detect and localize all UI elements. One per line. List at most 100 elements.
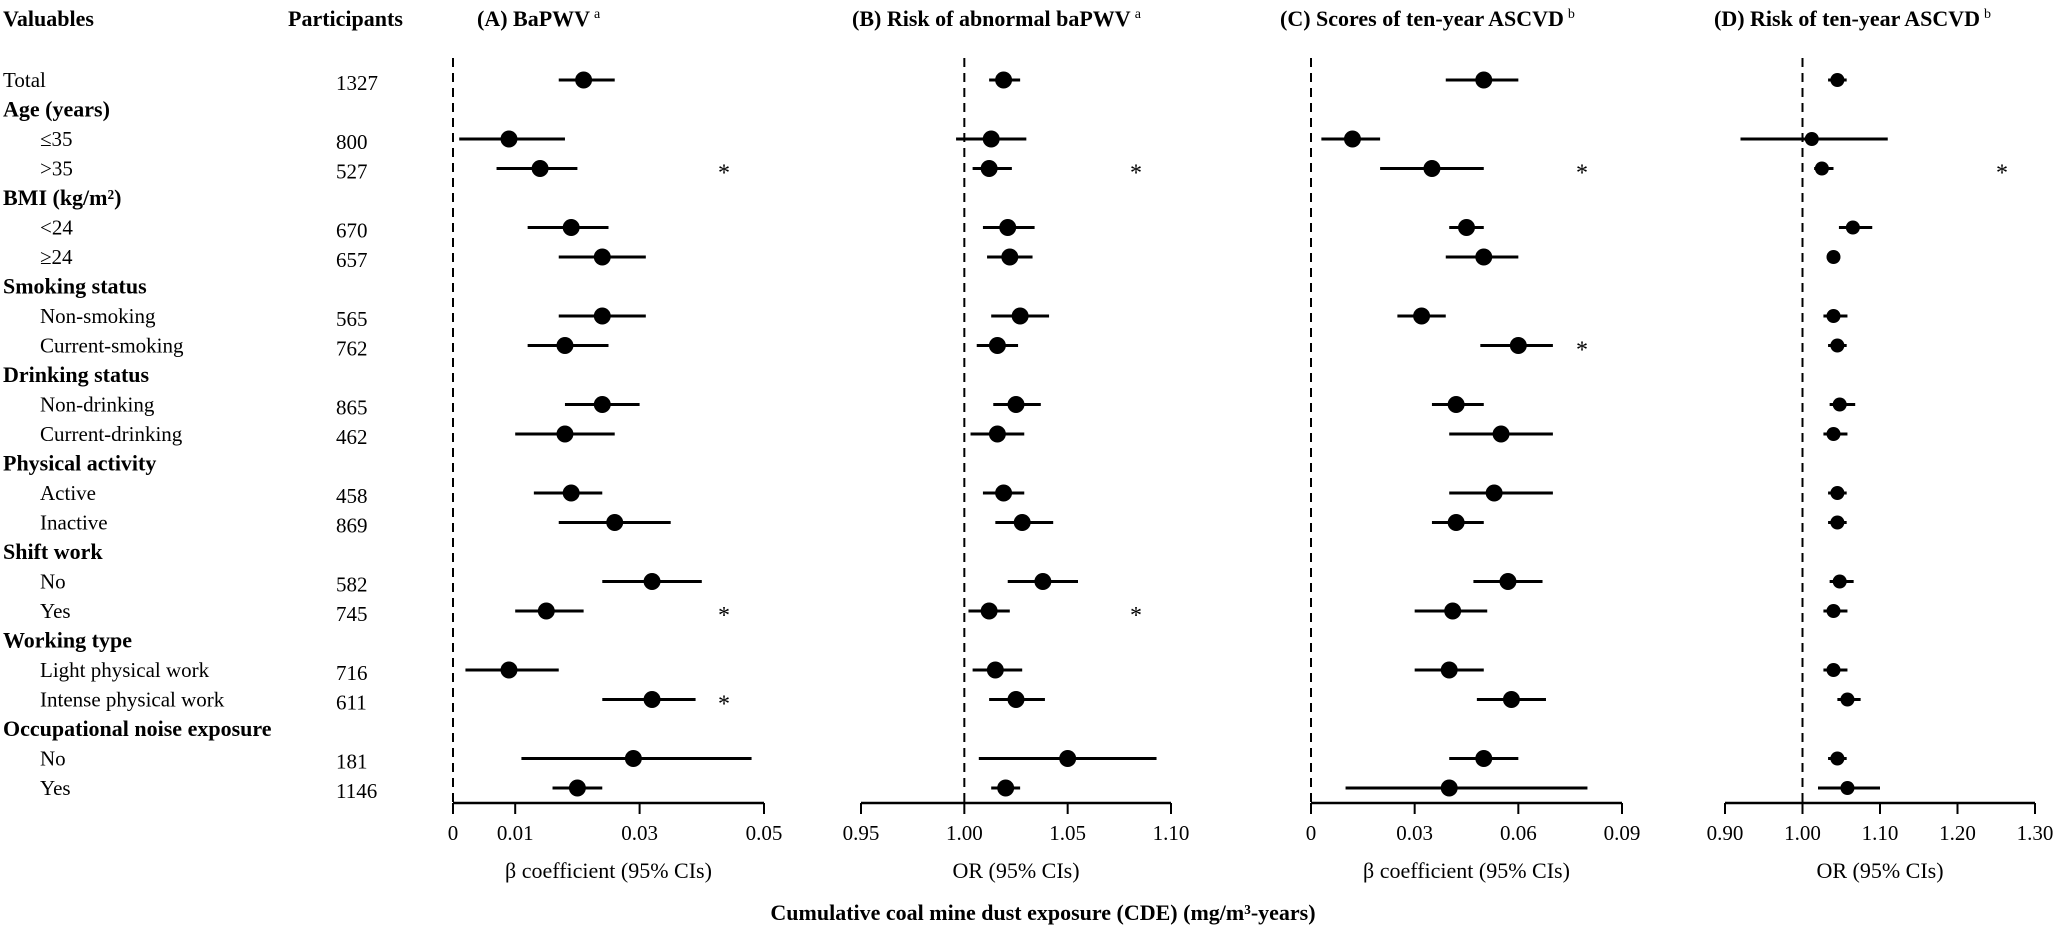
estimate-point <box>995 71 1013 89</box>
estimate-point <box>593 307 611 325</box>
estimate-point <box>1840 781 1855 795</box>
row-participants: 1327 <box>336 71 378 95</box>
x-tick-label: 0 <box>1306 821 1317 845</box>
estimate-point <box>1832 397 1847 412</box>
row-participants: 716 <box>336 661 368 685</box>
estimate-point <box>1814 161 1829 176</box>
row-participants: 527 <box>336 160 368 184</box>
estimate-point <box>1475 248 1493 266</box>
row-participants: 565 <box>336 307 368 331</box>
estimate-point <box>1007 691 1025 708</box>
estimate-point <box>988 425 1006 443</box>
x-tick-label: 1.05 <box>1049 821 1086 845</box>
x-tick-label: 1.30 <box>2017 821 2054 845</box>
panel-title-superscript: b <box>1984 7 1991 22</box>
x-tick-label: 0.09 <box>1604 821 1641 845</box>
row-label: Intense physical work <box>40 688 225 712</box>
x-tick-label: 1.00 <box>1784 821 1821 845</box>
row-label: ≤35 <box>40 127 73 151</box>
row-participants: 1146 <box>336 779 377 803</box>
estimate-point <box>986 661 1004 679</box>
row-label: Total <box>3 68 46 92</box>
x-tick-label: 1.10 <box>1862 821 1899 845</box>
row-participants: 800 <box>336 130 368 154</box>
estimate-point <box>1413 307 1431 325</box>
estimate-point <box>556 337 574 354</box>
estimate-point <box>643 691 661 708</box>
estimate-point <box>537 602 555 620</box>
estimate-point <box>1447 514 1465 531</box>
estimate-point <box>1475 750 1493 767</box>
estimate-point <box>1830 338 1845 353</box>
estimate-point <box>1830 486 1845 500</box>
estimate-point <box>1499 573 1517 590</box>
estimate-point <box>988 337 1006 354</box>
estimate-point <box>1440 661 1458 679</box>
estimate-point <box>568 779 586 797</box>
panel-c: (C) Scores of ten-year ASCVD b 0 0.03 0.06 0.… <box>1280 6 1640 883</box>
panel-title-superscript: a <box>594 7 601 22</box>
estimate-point <box>1013 514 1031 531</box>
x-axis-label: OR (95% CIs) <box>952 858 1079 883</box>
estimate-point <box>500 130 518 148</box>
estimate-point <box>1830 751 1845 766</box>
significance-star: * <box>1130 603 1142 629</box>
estimate-point <box>531 160 549 177</box>
row-participants: 762 <box>336 337 368 361</box>
x-axis-label: β coefficient (95% CIs) <box>1363 858 1570 883</box>
row-label: Non-drinking <box>40 393 155 417</box>
significance-star: * <box>1996 161 2008 187</box>
row-group-label: Shift work <box>3 539 103 564</box>
row-label: Non-smoking <box>40 304 156 328</box>
estimate-point <box>643 573 661 590</box>
estimate-point <box>624 750 642 767</box>
estimate-point <box>982 130 1000 148</box>
x-tick-label: 0.06 <box>1500 821 1537 845</box>
row-group-label: BMI (kg/m²) <box>3 185 121 210</box>
row-label: <24 <box>40 216 73 240</box>
forest-panels: (A) BaPWV a 0 0.01 0.03 0.05 β coefficient (95… <box>448 6 2054 883</box>
estimate-point <box>500 661 518 679</box>
panel-title: (A) BaPWV a <box>477 6 601 31</box>
panel-a: (A) BaPWV a 0 0.01 0.03 0.05 β coefficient (95… <box>448 6 783 883</box>
estimate-point <box>1343 130 1361 148</box>
row-participants: 611 <box>336 691 367 715</box>
panel-title: (D) Risk of ten-year ASCVD b <box>1714 6 1991 31</box>
estimate-point <box>1444 602 1462 620</box>
x-tick-label: 1.00 <box>946 821 983 845</box>
estimate-point <box>1034 573 1052 590</box>
estimate-point <box>980 602 998 620</box>
estimate-point <box>1011 307 1029 325</box>
estimate-point <box>1826 604 1841 618</box>
row-label: Light physical work <box>40 658 210 682</box>
row-label: >35 <box>40 157 73 181</box>
estimate-point <box>1845 220 1860 235</box>
estimate-point <box>1826 427 1841 441</box>
row-group-label: Age (years) <box>3 97 110 122</box>
estimate-point <box>562 484 580 502</box>
x-tick-label: 0.05 <box>746 821 783 845</box>
row-group-label: Occupational noise exposure <box>3 716 272 741</box>
panel-title-text: (D) Risk of ten-year ASCVD <box>1714 6 1980 31</box>
row-participants: 865 <box>336 396 368 420</box>
estimate-point <box>997 779 1015 797</box>
panel-title: (C) Scores of ten-year ASCVD b <box>1280 6 1575 31</box>
panel-title-text: (C) Scores of ten-year ASCVD <box>1280 6 1564 31</box>
row-group-label: Working type <box>3 628 132 653</box>
row-participants: 745 <box>336 602 368 626</box>
row-group-label: Physical activity <box>3 451 156 476</box>
estimate-point <box>1502 691 1520 708</box>
x-tick-label: 0 <box>448 821 459 845</box>
estimate-point <box>606 514 624 531</box>
row-participants: 657 <box>336 248 368 272</box>
estimate-point <box>1475 71 1493 89</box>
estimate-point <box>1001 248 1019 266</box>
estimate-point <box>1458 219 1475 236</box>
estimate-point <box>1832 574 1847 589</box>
estimate-point <box>1830 73 1845 87</box>
x-tick-label: 1.20 <box>1939 821 1976 845</box>
estimate-point <box>1007 396 1025 413</box>
common-x-axis-label: Cumulative coal mine dust exposure (CDE)… <box>770 900 1315 925</box>
estimate-point <box>1440 779 1458 797</box>
